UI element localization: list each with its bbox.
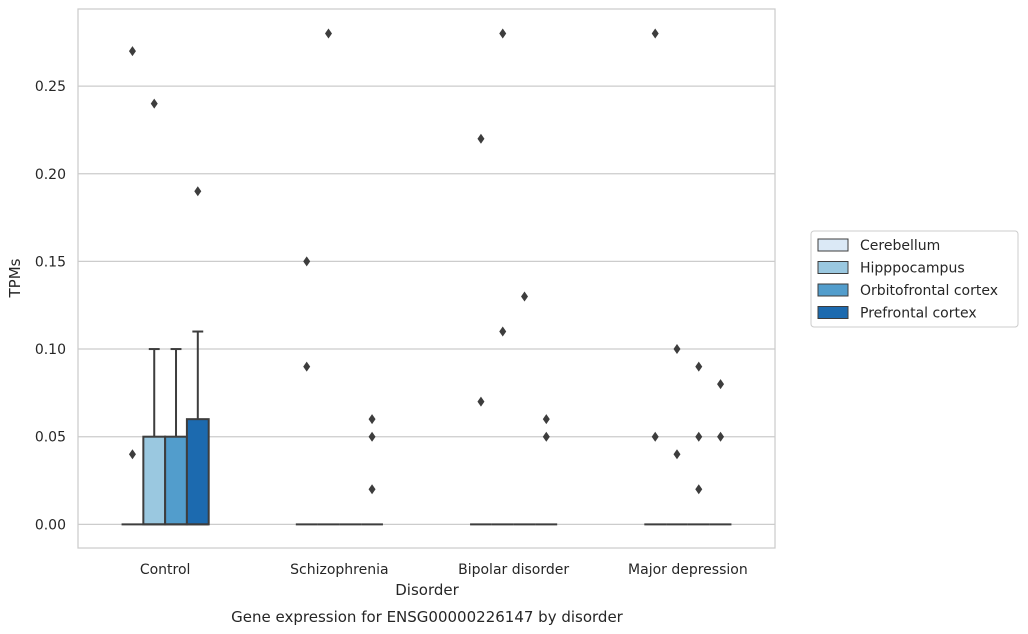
legend-swatch	[817, 261, 849, 274]
outlier-point	[194, 186, 202, 197]
outlier-point	[673, 449, 681, 460]
legend-label: Orbitofrontal cortex	[860, 283, 998, 299]
y-tick-label: 0.20	[35, 167, 66, 183]
outlier-point	[651, 28, 659, 39]
outlier-point	[477, 133, 485, 144]
outlier-point	[303, 361, 311, 372]
y-tick-label: 0.15	[35, 254, 66, 270]
figure-caption: Gene expression for ENSG00000226147 by d…	[231, 608, 624, 626]
outlier-point	[542, 431, 550, 442]
box-orbitofrontal-cortex	[164, 435, 188, 526]
outlier-point	[368, 484, 376, 495]
y-tick-labels: 0.00 0.05 0.10 0.15 0.20 0.25	[35, 79, 66, 533]
y-tick-label: 0.05	[35, 430, 66, 446]
outlier-point	[128, 449, 136, 460]
outlier-point	[521, 291, 529, 302]
legend-items: Cerebellum Hipppocampus Orbitofrontal cort…	[817, 238, 998, 322]
outlier-point	[542, 414, 550, 425]
legend: Cerebellum Hipppocampus Orbitofrontal cort…	[810, 230, 1019, 328]
x-tick-label: Control	[140, 562, 191, 578]
outlier-point	[695, 484, 703, 495]
legend-label: Prefrontal cortex	[860, 306, 977, 322]
outlier-point	[128, 46, 136, 57]
outlier-point	[499, 28, 507, 39]
box-hipppocampus	[142, 435, 167, 526]
outlier-point	[717, 431, 725, 442]
box-prefrontal-cortex	[185, 418, 210, 526]
legend-frame	[810, 230, 1019, 328]
x-tick-label: Major depression	[628, 562, 748, 578]
y-axis-label: TPMs	[6, 258, 24, 298]
outlier-point	[368, 431, 376, 442]
legend-swatch	[817, 238, 849, 252]
x-tick-label: Bipolar disorder	[458, 562, 569, 578]
outlier-point	[324, 28, 332, 39]
plot-frame	[77, 8, 776, 549]
outlier-point	[673, 344, 681, 355]
y-tick-label: 0.25	[35, 79, 66, 95]
y-tick-label: 0.10	[35, 342, 66, 358]
plot-marks	[121, 28, 732, 526]
legend-swatch	[817, 306, 849, 319]
outlier-point	[695, 431, 703, 442]
outlier-point	[303, 256, 311, 267]
y-tick-label: 0.00	[35, 517, 66, 533]
outlier-point	[695, 361, 703, 372]
outlier-point	[150, 98, 158, 109]
legend-label: Hipppocampus	[860, 261, 965, 277]
x-axis-label: Disorder	[395, 581, 459, 599]
x-tick-label: Schizophrenia	[290, 562, 388, 578]
outlier-point	[499, 326, 507, 337]
x-tick-labels: Control Schizophrenia Bipolar disorder Majo…	[140, 562, 748, 578]
outlier-point	[368, 414, 376, 425]
outlier-point	[477, 396, 485, 407]
legend-swatch	[817, 283, 849, 297]
legend-label: Cerebellum	[860, 238, 940, 254]
outlier-point	[717, 379, 725, 390]
outlier-point	[651, 431, 659, 442]
